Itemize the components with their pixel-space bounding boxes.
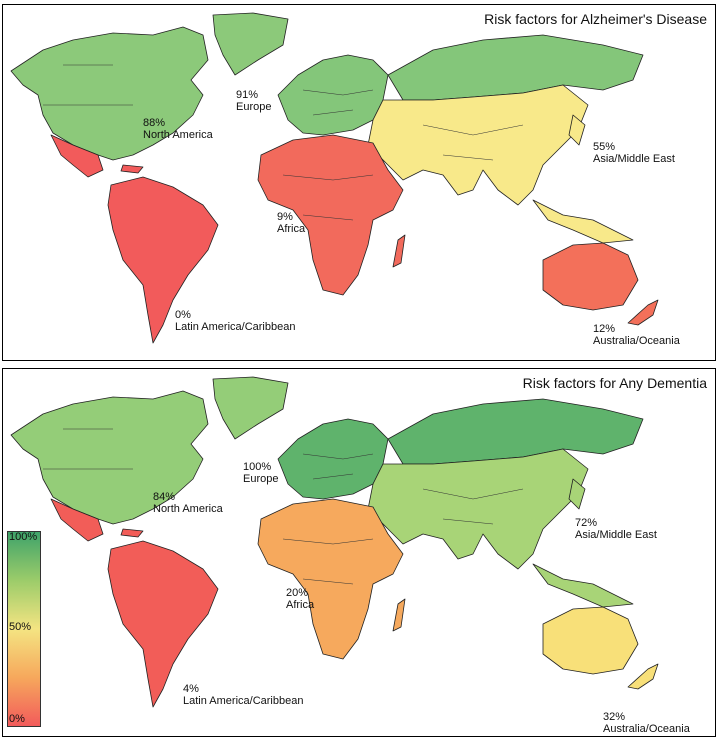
- label-asia: 72% Asia/Middle East: [575, 517, 657, 541]
- region-latin-america: [50, 134, 219, 344]
- map-title-alzheimers: Risk factors for Alzheimer's Disease: [484, 11, 707, 27]
- region-europe: [277, 398, 644, 500]
- world-map-alzheimers: [10, 12, 659, 344]
- region-africa: [257, 498, 406, 660]
- label-north-america: 84% North America: [153, 491, 223, 515]
- legend-tick-0: 0%: [9, 713, 25, 725]
- alzheimers-map-panel: Risk factors for Alzheimer's Disease 88%…: [2, 4, 716, 361]
- legend-tick-50: 50%: [9, 621, 32, 633]
- region-asia: [367, 84, 634, 244]
- label-latin-america: 0% Latin America/Caribbean: [175, 309, 296, 333]
- label-africa: 20% Africa: [286, 587, 315, 611]
- label-oceania: 12% Australia/Oceania: [593, 323, 680, 347]
- region-asia: [367, 448, 634, 608]
- dementia-map-panel: Risk factors for Any Dementia 100% 50% 0…: [2, 368, 716, 737]
- region-latin-america: [50, 498, 219, 708]
- region-oceania: [542, 242, 659, 326]
- legend-tick-100: 100%: [9, 531, 38, 543]
- label-europe: 91% Europe: [236, 89, 272, 113]
- region-north-america: [10, 376, 289, 525]
- color-scale-legend: [7, 531, 41, 727]
- label-asia: 55% Asia/Middle East: [593, 141, 675, 165]
- world-map-dementia: [10, 376, 659, 708]
- map-title-dementia: Risk factors for Any Dementia: [522, 375, 707, 391]
- region-north-america: [10, 12, 289, 161]
- region-oceania: [542, 606, 659, 690]
- label-africa: 9% Africa: [277, 211, 306, 235]
- label-europe: 100% Europe: [243, 461, 279, 485]
- region-africa: [257, 134, 406, 296]
- label-oceania: 32% Australia/Oceania: [603, 711, 690, 735]
- region-europe: [277, 34, 644, 136]
- label-latin-america: 4% Latin America/Caribbean: [183, 683, 304, 707]
- label-north-america: 88% North America: [143, 117, 213, 141]
